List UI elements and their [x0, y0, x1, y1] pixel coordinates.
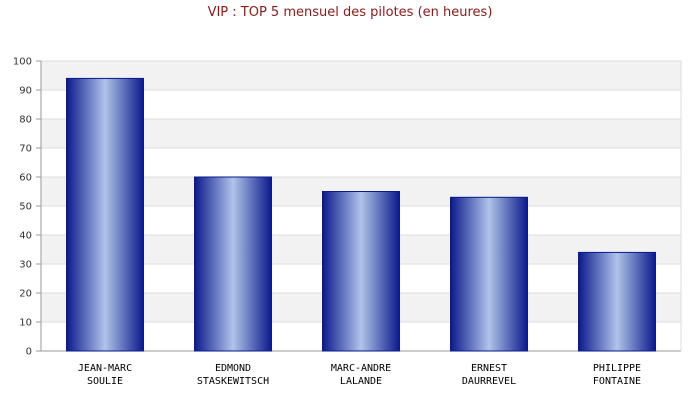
x-tick-label: PHILIPPE	[593, 363, 641, 374]
y-tick-label: 20	[19, 289, 32, 300]
x-tick-label: SOULIE	[87, 376, 123, 387]
y-tick-label: 70	[19, 144, 32, 155]
x-tick-label: FONTAINE	[593, 376, 641, 387]
x-tick-label: DAURREVEL	[462, 376, 516, 387]
grid-band	[41, 61, 681, 90]
bar	[578, 251, 656, 352]
y-tick-label: 60	[19, 173, 32, 184]
y-tick-label: 50	[19, 202, 32, 213]
bar	[194, 176, 272, 352]
y-tick-label: 40	[19, 231, 32, 242]
bar	[322, 191, 400, 352]
x-tick-label: LALANDE	[340, 376, 382, 387]
x-tick-label: STASKEWITSCH	[197, 376, 269, 387]
bar	[450, 196, 528, 352]
y-tick-label: 90	[19, 86, 32, 97]
y-tick-label: 80	[19, 115, 32, 126]
bar	[66, 77, 144, 352]
chart-title: VIP : TOP 5 mensuel des pilotes (en heur…	[207, 5, 493, 20]
x-tick-label: JEAN-MARC	[78, 363, 132, 374]
x-tick-label: ERNEST	[471, 363, 507, 374]
y-tick-label: 10	[19, 318, 32, 329]
x-tick-label: EDMOND	[215, 363, 251, 374]
y-tick-label: 0	[26, 347, 32, 358]
y-tick-label: 100	[13, 57, 32, 68]
grid-band	[41, 119, 681, 148]
x-tick-label: MARC-ANDRE	[331, 363, 391, 374]
y-tick-label: 30	[19, 260, 32, 271]
